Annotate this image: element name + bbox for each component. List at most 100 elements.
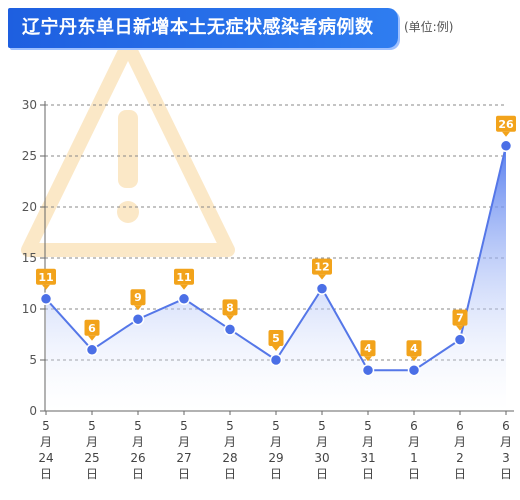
x-tick-label-part: 6 xyxy=(410,419,418,433)
y-tick-label: 15 xyxy=(22,251,37,265)
x-tick-label-part: 月 xyxy=(500,435,512,449)
data-label-pointer xyxy=(456,325,464,331)
x-tick-label-part: 日 xyxy=(454,467,466,481)
data-label: 7 xyxy=(452,309,468,331)
data-label-badge xyxy=(496,115,516,132)
x-tick-label-part: 31 xyxy=(360,451,375,465)
data-label-pointer xyxy=(502,131,510,137)
x-tick-label-part: 月 xyxy=(316,435,328,449)
x-tick-label-part: 月 xyxy=(178,435,190,449)
data-point xyxy=(315,282,329,295)
data-label-pointer xyxy=(272,346,280,351)
data-label: 6 xyxy=(84,319,100,341)
x-tick-label: 6 月 2 日 xyxy=(454,419,466,481)
x-tick-label-part: 日 xyxy=(178,467,190,481)
x-tick-label: 5 月 26 日 xyxy=(130,419,145,481)
data-label: 12 xyxy=(312,258,332,280)
x-tick-label-part: 5 xyxy=(272,419,280,433)
data-label-pointer xyxy=(180,284,188,290)
x-tick-label: 5 月 28 日 xyxy=(222,419,237,481)
y-tick-label: 30 xyxy=(22,98,37,112)
grid xyxy=(45,104,506,361)
x-tick-label-part: 月 xyxy=(224,435,236,449)
data-point xyxy=(499,139,513,153)
data-label: 5 xyxy=(268,330,284,351)
data-point xyxy=(131,312,145,326)
data-point xyxy=(177,292,191,306)
data-label-text: 4 xyxy=(364,342,372,355)
x-tick-label-part: 日 xyxy=(316,467,328,481)
data-label-text: 6 xyxy=(88,322,96,335)
y-tick-label: 25 xyxy=(22,149,37,163)
data-point xyxy=(223,323,237,336)
x-tick-label-part: 日 xyxy=(86,467,98,481)
data-label: 4 xyxy=(406,340,422,362)
warning-triangle-icon xyxy=(21,38,235,257)
x-tick-label-part: 月 xyxy=(86,435,98,449)
data-label-text: 7 xyxy=(456,312,464,325)
data-point xyxy=(453,333,467,346)
x-tick-label-part: 6 xyxy=(456,419,464,433)
data-point xyxy=(39,292,53,306)
x-tick-label: 6 月 3 日 xyxy=(500,419,512,481)
data-label-badge xyxy=(452,309,468,326)
unit-note: (单位:例) xyxy=(404,20,454,34)
data-label-pointer xyxy=(364,356,372,362)
x-tick-label-part: 24 xyxy=(38,451,53,465)
x-tick-label-part: 日 xyxy=(224,467,236,481)
data-label: 26 xyxy=(496,115,516,137)
data-label-text: 9 xyxy=(134,291,142,304)
x-tick-label-part: 2 xyxy=(456,451,464,465)
data-label-pointer xyxy=(88,335,96,341)
data-label: 9 xyxy=(130,289,146,311)
x-axis-labels: 5月24日5月25日5月26日5月27日5月28日5月29日5月30日5月31日… xyxy=(38,411,512,481)
x-tick-label-part: 5 xyxy=(88,419,96,433)
area-fill xyxy=(46,145,506,412)
y-tick-label: 10 xyxy=(22,302,37,316)
data-label-pointer xyxy=(226,315,234,321)
x-tick-label-part: 月 xyxy=(132,435,144,449)
data-label: 4 xyxy=(360,340,376,362)
chart-title: 辽宁丹东单日新增本土无症状感染者病例数 xyxy=(22,17,374,38)
x-tick-label-part: 日 xyxy=(500,467,512,481)
y-tick-label: 5 xyxy=(29,353,37,367)
x-tick-label-part: 28 xyxy=(222,451,237,465)
y-tick-label: 0 xyxy=(29,404,37,418)
x-tick-label: 5 月 25 日 xyxy=(84,419,99,481)
x-tick-label: 5 月 29 日 xyxy=(268,419,283,481)
x-tick-label-part: 日 xyxy=(40,467,52,481)
x-tick-label-part: 月 xyxy=(408,435,420,449)
data-point xyxy=(269,353,283,367)
data-label: 11 xyxy=(36,268,56,290)
data-label-badge xyxy=(174,268,194,285)
x-tick-label-part: 25 xyxy=(84,451,99,465)
data-label-badge xyxy=(36,268,56,285)
x-tick-label-part: 3 xyxy=(502,451,510,465)
data-label-text: 26 xyxy=(498,118,514,131)
x-tick-label-part: 月 xyxy=(454,435,466,449)
data-label: 8 xyxy=(222,299,238,321)
x-tick-label-part: 5 xyxy=(134,419,142,433)
data-point xyxy=(361,363,375,377)
x-tick-label-part: 26 xyxy=(130,451,145,465)
data-label-pointer xyxy=(318,274,326,280)
x-tick-label-part: 日 xyxy=(408,467,420,481)
data-label-badge xyxy=(312,258,332,275)
x-tick-label-part: 月 xyxy=(362,435,374,449)
x-tick-label: 5 月 24 日 xyxy=(38,419,53,481)
x-tick-label-part: 30 xyxy=(314,451,329,465)
x-tick-label-part: 1 xyxy=(410,451,418,465)
data-label-badge xyxy=(130,289,146,306)
data-points xyxy=(39,139,513,377)
data-label-text: 8 xyxy=(226,301,234,314)
x-tick-label-part: 月 xyxy=(270,435,282,449)
data-label-badge xyxy=(268,330,284,346)
data-label-badge xyxy=(222,299,238,316)
x-tick-label: 6 月 1 日 xyxy=(408,419,420,481)
data-labels: 11 6 9 11 8 5 12 4 4 7 26 xyxy=(36,115,516,362)
x-tick-label: 5 月 30 日 xyxy=(314,419,329,481)
data-label-text: 12 xyxy=(314,261,329,274)
x-tick-label-part: 日 xyxy=(132,467,144,481)
x-tick-label: 5 月 31 日 xyxy=(360,419,375,481)
